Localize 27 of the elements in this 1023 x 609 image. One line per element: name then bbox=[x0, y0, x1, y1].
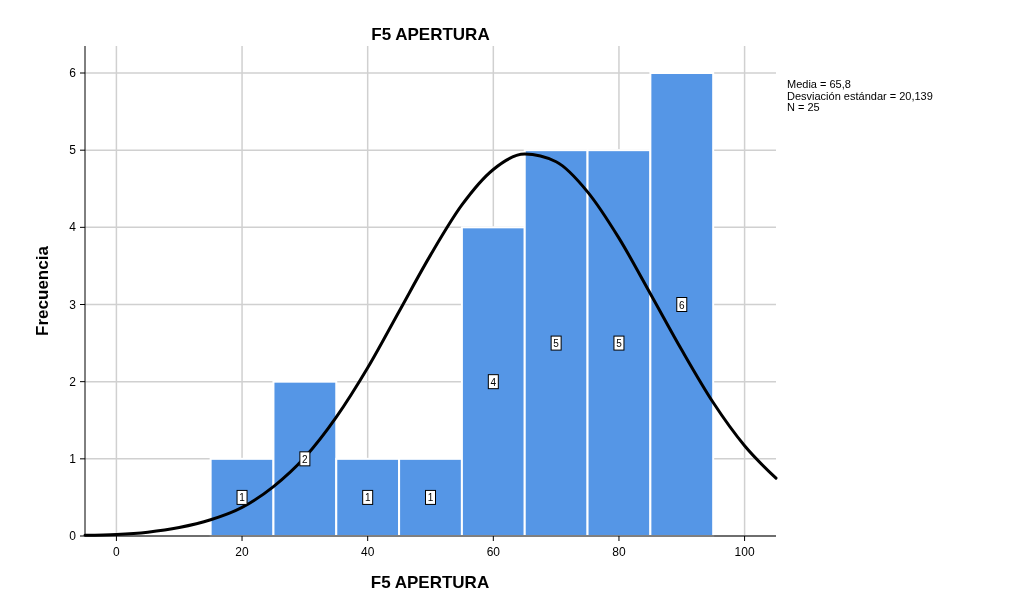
x-tick-label: 60 bbox=[486, 545, 501, 559]
x-tick-label: 20 bbox=[235, 545, 250, 559]
x-axis-title: F5 APERTURA bbox=[370, 573, 490, 592]
y-tick-label: 3 bbox=[69, 297, 77, 312]
data-label: 1 bbox=[364, 492, 371, 504]
data-label: 5 bbox=[553, 338, 560, 350]
y-tick-label: 4 bbox=[69, 220, 77, 235]
x-tick-label: 100 bbox=[734, 545, 755, 559]
chart-title: F5 APERTURA bbox=[371, 25, 490, 44]
x-tick-label: 0 bbox=[113, 545, 121, 559]
text: Media = 65,8 bbox=[787, 78, 851, 90]
text: Desviación estándar = 20,139 bbox=[787, 89, 933, 102]
data-label: 1 bbox=[427, 492, 434, 504]
x-tick-label: 80 bbox=[612, 545, 626, 559]
y-tick-label: 2 bbox=[69, 374, 77, 389]
data-label: 1 bbox=[239, 492, 246, 504]
y-axis-title: Frecuencia bbox=[33, 245, 52, 336]
y-tick-label: 1 bbox=[69, 451, 77, 466]
data-label: 4 bbox=[490, 376, 497, 388]
y-tick-label: 6 bbox=[69, 66, 77, 81]
text: N = 25 bbox=[787, 101, 820, 113]
data-label: 5 bbox=[616, 338, 623, 350]
data-label: 2 bbox=[302, 453, 309, 465]
y-tick-label: 0 bbox=[69, 529, 77, 543]
y-tick-label: 5 bbox=[69, 143, 77, 158]
data-label: 6 bbox=[678, 299, 685, 311]
x-tick-label: 40 bbox=[361, 545, 375, 559]
